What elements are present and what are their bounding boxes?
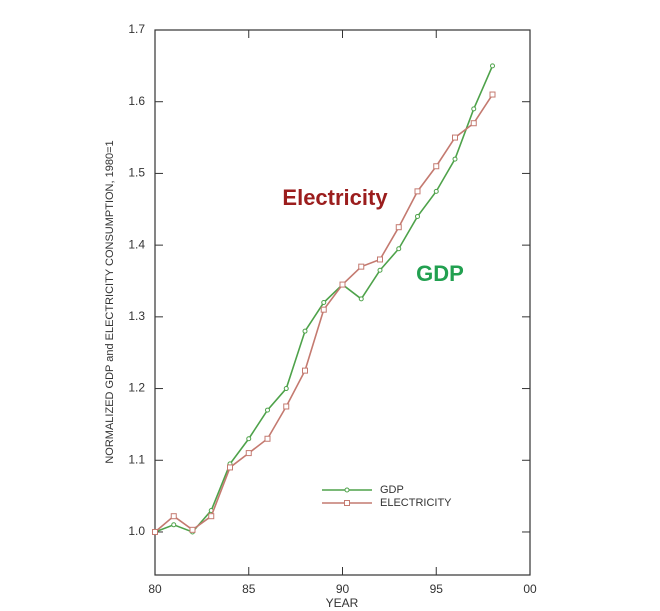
data-point (358, 263, 365, 270)
data-point (302, 367, 308, 374)
data-point (452, 156, 458, 162)
data-point (489, 91, 496, 98)
y-tick-label: 1.2 (128, 381, 145, 395)
data-point (377, 256, 383, 263)
data-point (490, 63, 495, 69)
legend-label: ELECTRICITY (380, 497, 452, 509)
x-tick-label: 95 (430, 582, 444, 596)
data-point (171, 522, 177, 528)
series-line (154, 65, 494, 533)
data-point (265, 407, 270, 413)
data-point (358, 296, 364, 302)
data-point (471, 106, 477, 112)
series-line (154, 94, 494, 533)
y-axis-label: NORMALIZED GDP and ELECTRICITY CONSUMPTI… (104, 140, 116, 463)
y-tick-label: 1.6 (128, 94, 145, 108)
plot-frame (154, 29, 531, 576)
x-tick-label: 80 (148, 582, 162, 596)
legend-marker (344, 500, 350, 506)
data-point (433, 188, 439, 194)
data-point (189, 526, 196, 533)
data-point (170, 513, 177, 520)
x-tick-label: 85 (242, 582, 256, 596)
data-point (320, 306, 327, 313)
data-point (208, 513, 215, 520)
data-point (302, 328, 308, 334)
data-point (339, 281, 346, 288)
annotation: Electricity (282, 185, 388, 210)
x-axis-label: YEAR (326, 596, 359, 610)
data-point (377, 267, 383, 273)
data-point (395, 224, 402, 231)
data-point (283, 403, 290, 410)
data-point (470, 120, 477, 127)
data-point (414, 188, 421, 195)
data-point (396, 246, 402, 252)
data-point (433, 163, 440, 170)
y-tick-label: 1.3 (128, 309, 145, 323)
data-point (245, 450, 252, 457)
y-tick-label: 1.7 (128, 22, 145, 36)
data-point (415, 213, 420, 219)
legend-label: GDP (380, 484, 404, 496)
legend-marker (344, 487, 350, 493)
y-tick-label: 1.1 (128, 452, 145, 466)
y-tick-label: 1.4 (128, 237, 145, 251)
data-point (321, 300, 327, 305)
data-point (152, 528, 158, 535)
data-point (264, 435, 271, 442)
data-point (452, 134, 458, 141)
data-point (246, 436, 252, 442)
x-tick-label: 90 (336, 582, 350, 596)
y-tick-label: 1.0 (128, 524, 145, 538)
x-tick-label: 00 (523, 582, 537, 596)
data-point (227, 464, 233, 471)
y-tick-label: 1.5 (128, 166, 145, 180)
annotation: GDP (416, 261, 464, 286)
data-point (283, 386, 289, 392)
